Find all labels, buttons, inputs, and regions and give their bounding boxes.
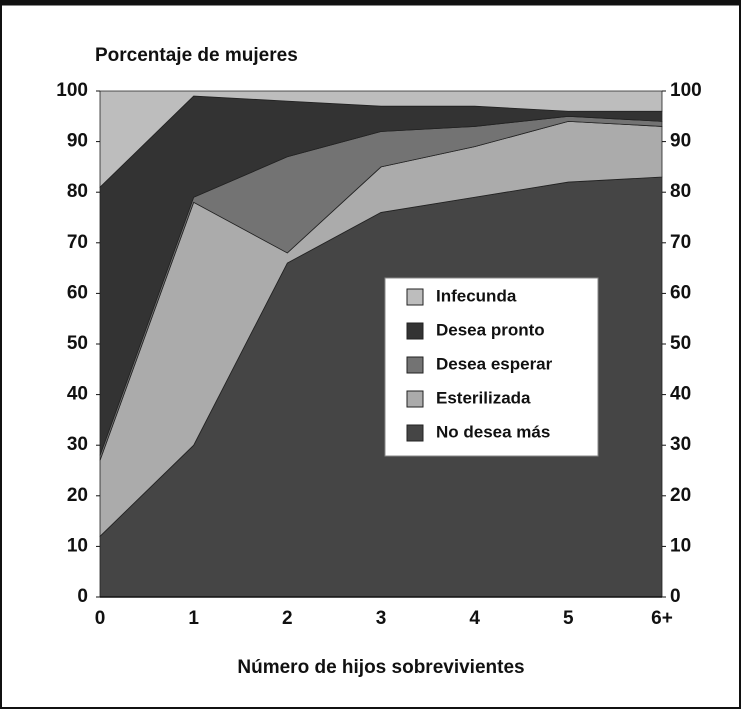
y-tick-label: 100	[56, 80, 88, 101]
legend-swatch	[406, 288, 424, 306]
y-tick-label: 0	[77, 586, 88, 607]
y2-tick-label: 60	[670, 282, 691, 303]
legend-swatch	[406, 322, 424, 340]
y-tick-label: 40	[67, 384, 88, 405]
y-tick-label: 20	[67, 485, 88, 506]
y-tick-label: 30	[67, 434, 88, 455]
y2-tick-label: 0	[670, 586, 681, 607]
chart-title: Porcentaje de mujeres	[95, 45, 298, 66]
x-tick-label: 6+	[651, 608, 673, 629]
x-tick-label: 3	[376, 608, 387, 629]
y2-tick-label: 50	[670, 333, 691, 354]
y-tick-label: 70	[67, 232, 88, 253]
legend-label: Infecunda	[436, 286, 517, 305]
x-tick-label: 0	[95, 608, 106, 629]
y2-tick-label: 90	[670, 131, 691, 152]
legend-label: Desea pronto	[436, 320, 545, 339]
y-tick-label: 10	[67, 535, 88, 556]
y2-tick-label: 70	[670, 232, 691, 253]
y-tick-label: 60	[67, 282, 88, 303]
x-tick-label: 4	[469, 608, 480, 629]
legend-swatch	[406, 390, 424, 408]
legend-label: Desea esperar	[436, 354, 553, 373]
x-axis-title: Número de hijos sobrevivientes	[237, 657, 524, 678]
y2-tick-label: 10	[670, 535, 691, 556]
y2-tick-label: 20	[670, 485, 691, 506]
y-tick-label: 90	[67, 131, 88, 152]
legend-swatch	[406, 356, 424, 374]
y2-tick-label: 30	[670, 434, 691, 455]
x-tick-label: 2	[282, 608, 293, 629]
legend-label: No desea más	[436, 422, 550, 441]
y2-tick-label: 80	[670, 181, 691, 202]
y-tick-label: 50	[67, 333, 88, 354]
x-tick-label: 1	[188, 608, 199, 629]
y-tick-label: 80	[67, 181, 88, 202]
y2-tick-label: 100	[670, 80, 702, 101]
y2-tick-label: 40	[670, 384, 691, 405]
x-tick-label: 5	[563, 608, 574, 629]
legend-swatch	[406, 424, 424, 442]
legend: Infecunda Desea pronto Desea esperar Esteri…	[384, 277, 599, 457]
legend-label: Esterilizada	[436, 388, 531, 407]
area	[99, 90, 663, 189]
